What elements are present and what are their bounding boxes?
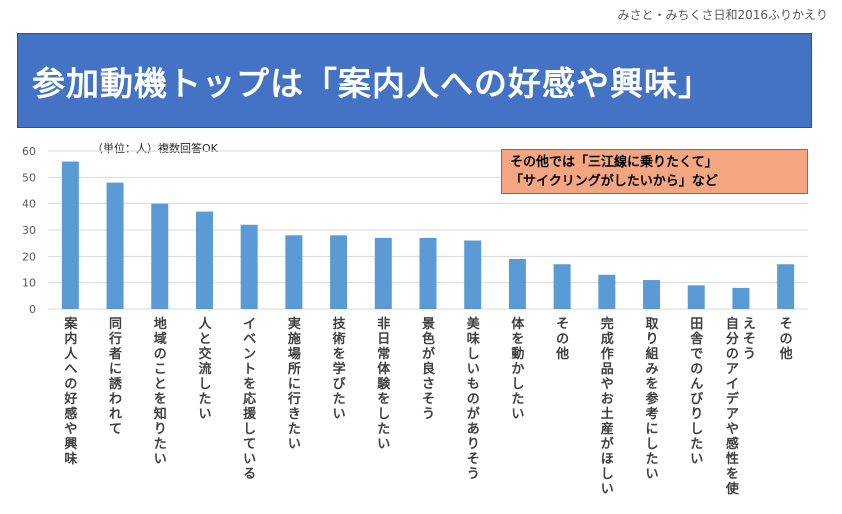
slide-title: 参加動機トップは「案内人への好感や興味」 [32,63,712,103]
x-category-label: 体を動かしたい [511,317,525,422]
bar [240,224,258,309]
x-category-label: イベントを応援している [243,317,257,482]
title-banner: 参加動機トップは「案内人への好感や興味」 [17,33,812,128]
callout-line-1: その他では「三江線に乗りたくて」 [510,155,718,170]
x-category-label: 人と交流したい [198,317,212,422]
bars [61,161,795,309]
bar [151,203,169,309]
x-category-label: 技術を学びたい [332,317,346,422]
bar [374,237,392,309]
bar [598,274,616,309]
bar [464,240,482,309]
x-category-label: 自分のアイデアや感性を使 [725,317,739,497]
unit-note: （単位：人）複数回答OK [92,142,218,155]
x-category-label: 美味しいものがありそう [466,317,480,482]
bar [643,280,661,309]
bar [419,237,437,309]
x-category-label: 景色が良さそう [421,317,435,422]
x-category-label: 田舎でのんびりしたい [690,317,704,467]
callout-line-2: 「サイクリングがしたいから」など [510,174,718,189]
y-tick-label: 0 [29,303,36,316]
x-category-label: 地域のことを知りたい [153,317,167,467]
x-category-label: その他 [779,317,793,362]
y-tick-label: 40 [22,198,36,211]
presentation-caption: みさと・みちくさ日和2016ふりかえり [617,8,828,22]
x-category-label: その他 [556,317,570,362]
bar [106,182,124,309]
x-category-label: 非日常体験をしたい [377,317,391,452]
bar [777,264,795,309]
x-category-label: 完成作品やお土産がほしい [600,317,614,497]
bar [732,287,750,309]
x-category-label: えそう [742,317,756,362]
x-category-label: 案内人への好感や興味 [64,317,78,467]
bar [330,235,348,309]
x-category-label: 実施場所に行きたい [287,317,301,452]
x-category-label: 同行者に誘われて [109,317,123,437]
bar [508,258,526,309]
bar [553,264,571,309]
bar [687,285,705,309]
y-tick-label: 60 [22,145,36,158]
y-tick-label: 30 [22,224,36,237]
y-tick-label: 50 [22,171,36,184]
bar [285,235,303,309]
y-tick-label: 20 [22,250,36,263]
y-axis-ticks: 0 10 20 30 40 50 60 [22,145,36,316]
x-category-label: 取り組みを参考にしたい [645,317,659,482]
other-answers-callout: その他では「三江線に乗りたくて」 「サイクリングがしたいから」など [501,149,808,194]
y-tick-label: 10 [22,277,36,290]
bar [61,161,79,309]
bar [195,211,213,309]
